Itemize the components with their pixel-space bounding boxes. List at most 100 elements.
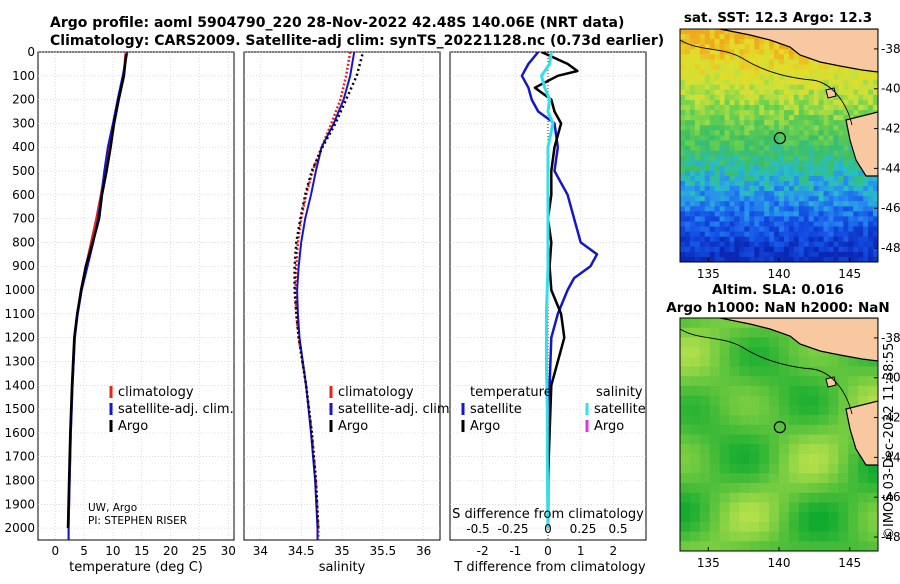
map-cell [873,186,878,192]
map-cell [798,206,805,212]
map-cell [699,89,706,96]
map-cell [744,186,750,192]
depth-tick-label: 100 [12,69,35,83]
map-cell [699,191,706,197]
map-cell [818,160,824,167]
map-cell [828,395,839,406]
map-cell [798,135,805,141]
map-cell [823,241,829,248]
map-cell [734,241,740,248]
map-cell [734,84,740,91]
map-cell [739,434,750,445]
map-cell [699,125,706,131]
map-cell [739,79,745,86]
map-cell [769,140,775,146]
map-cell [684,130,691,136]
map-cell [769,191,775,197]
map-cell [818,180,824,187]
map-cell [734,226,740,233]
map-cell [863,251,869,258]
map-cell [833,89,839,96]
map-cell [838,473,849,484]
map-cell [699,44,706,50]
map-cell [680,347,691,358]
map-cell [739,155,745,162]
map-cell [863,74,869,81]
map-cell [744,135,750,141]
map-cell [833,84,839,91]
map-cell [699,69,706,75]
map-cell [848,256,854,262]
map-cell [714,196,720,202]
map-cell [729,160,735,167]
map-cell [680,191,686,197]
map-cell [734,160,740,167]
map-y-tick-label: -46 [881,490,900,504]
map-cell [793,115,800,121]
map-cell [754,155,760,162]
map-cell [828,216,834,222]
map-cell [808,241,815,248]
map-cell [704,54,711,60]
depth-tick-label: 600 [12,188,35,202]
map-cell [759,231,765,238]
salinity-difference-ticks: -0.5 -0.25 0 0.25 0.5 [466,522,627,536]
map-cell [808,444,819,455]
map-cell [858,175,864,182]
map-cell [739,463,750,474]
map-cell [788,125,795,131]
legend-temperature-title: temperature [470,385,552,400]
map-cell [694,221,701,227]
map-cell [774,89,780,96]
map-cell [709,140,716,146]
map-cell [749,256,755,262]
map-cell [808,256,815,262]
map-cell [779,366,790,377]
map-cell [863,110,869,116]
map-cell [719,79,725,86]
map-cell [749,434,760,445]
map-cell [734,125,740,131]
map-cell [749,246,755,253]
map-cell [719,186,725,192]
map-cell [764,241,770,248]
x-tick-label: 30 [221,544,236,558]
map-cell [823,186,829,192]
map-cell [714,246,720,253]
map-cell [699,473,711,484]
map-cell [719,104,725,111]
map-cell [769,251,775,258]
map-cell [868,99,874,106]
map-cell [858,84,864,91]
map-cell [684,125,691,131]
sst-mainland [719,29,878,73]
map-cell [788,150,795,157]
map-cell [724,84,730,91]
map-cell [704,74,711,81]
map-cell [783,170,790,177]
map-cell [759,531,770,542]
map-cell [724,221,730,227]
map-cell [808,405,819,416]
map-cell [680,74,686,81]
map-cell [704,69,711,75]
t-difference-label: T difference from climatology [453,560,646,575]
map-cell [764,256,770,262]
map-cell [813,150,819,157]
map-cell [739,405,750,416]
map-cell [764,104,770,111]
map-cell [749,94,755,101]
map-cell [749,155,755,162]
map-cell [774,74,780,81]
map-cell [709,59,716,65]
map-cell [769,49,775,55]
map-cell [828,110,834,116]
map-cell [843,84,849,91]
map-cell [684,135,691,141]
s-difference-tick-label: -0.5 [466,522,489,536]
map-cell [739,483,750,494]
map-cell [769,180,775,187]
map-cell [684,170,691,177]
depth-tick-label: 1100 [4,307,35,321]
map-cell [808,110,815,116]
